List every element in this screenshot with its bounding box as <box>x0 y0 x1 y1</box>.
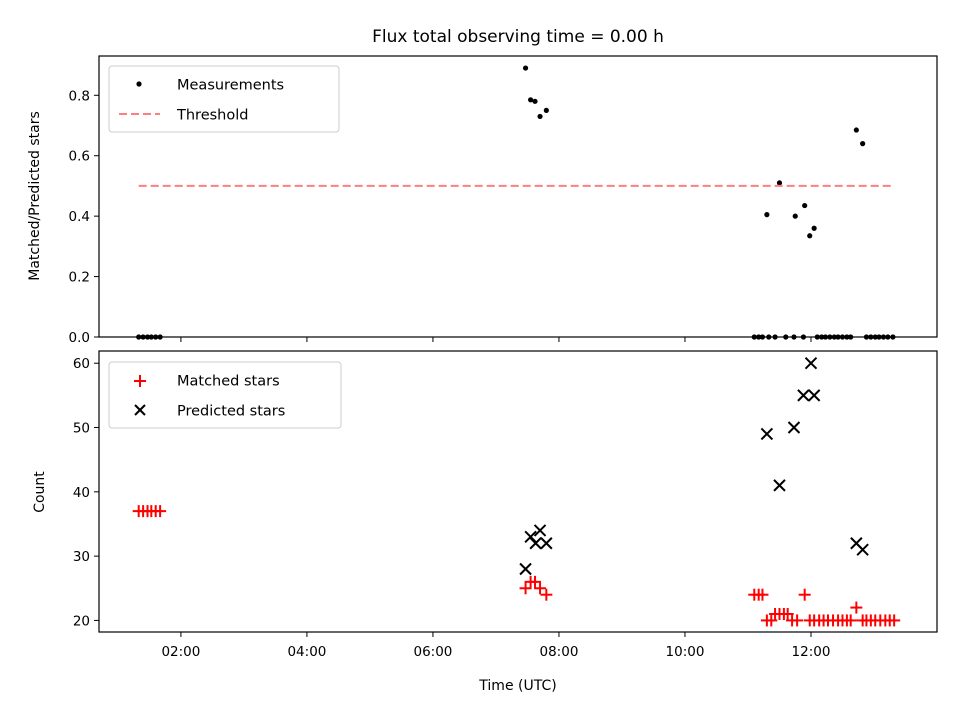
measurement-point <box>543 107 549 113</box>
matched-stars-point <box>529 575 542 588</box>
y-tick-label: 0.2 <box>69 270 90 286</box>
measurement-point <box>860 141 866 147</box>
y-tick-label: 0.4 <box>69 209 90 225</box>
predicted-stars-point <box>529 537 542 550</box>
ratio-panel: 0.00.20.40.60.8 Matched/Predicted stars … <box>27 55 938 346</box>
measurement-point <box>528 97 534 103</box>
legend-measurements-label: Measurements <box>177 78 284 94</box>
y-tick-label: 0.8 <box>69 88 90 104</box>
figure-title: Flux total observing time = 0.00 h <box>372 27 664 47</box>
ratio-panel-xticks <box>180 337 812 342</box>
predicted-stars-point <box>797 389 810 402</box>
matched-stars-point <box>534 582 547 595</box>
x-tick-label: 08:00 <box>540 644 579 660</box>
x-tick-label: 12:00 <box>792 644 831 660</box>
count-panel-marks <box>132 357 901 627</box>
predicted-stars-point <box>807 389 821 402</box>
y-tick-label: 40 <box>73 485 90 501</box>
count-panel-xticks: 02:00 04:00 06:00 08:00 10:00 12:00 <box>161 632 830 660</box>
predicted-stars-point <box>540 537 553 550</box>
count-panel-legend: Matched stars Predicted stars <box>108 361 342 429</box>
x-tick-label: 02:00 <box>161 644 200 660</box>
matched-stars-point <box>781 607 794 620</box>
x-tick-label: 10:00 <box>666 644 705 660</box>
legend-frame <box>108 65 340 133</box>
y-tick-label: 20 <box>73 613 90 629</box>
count-panel-xlabel: Time (UTC) <box>478 678 556 694</box>
predicted-stars-point <box>787 421 801 434</box>
y-tick-label: 0.6 <box>69 149 90 165</box>
legend-threshold-label: Threshold <box>176 108 248 124</box>
predicted-stars-point <box>773 479 786 492</box>
matched-stars-point <box>888 614 901 627</box>
predicted-stars-point <box>856 543 869 556</box>
predicted-stars-point <box>519 562 532 576</box>
predicted-stars-point <box>804 357 818 370</box>
legend-matched-label: Matched stars <box>177 374 280 390</box>
measurement-point <box>537 113 543 120</box>
legend-predicted-label: Predicted stars <box>177 404 285 420</box>
ratio-panel-yticks: 0.0 0.2 0.4 0.6 0.8 <box>69 88 99 346</box>
legend-frame <box>108 361 342 429</box>
measurement-point <box>802 202 808 209</box>
measurement-point <box>853 127 859 133</box>
count-panel: 20 30 40 50 60 02:00 04:00 06:00 08:00 10:00 12:0… <box>32 350 938 694</box>
y-tick-label: 0.0 <box>69 330 90 346</box>
matched-stars-point <box>765 614 778 627</box>
ratio-panel-legend: Measurements Threshold <box>108 65 340 133</box>
matched-stars-point <box>540 588 553 601</box>
measurement-point <box>776 180 783 186</box>
matched-stars-point <box>850 601 863 614</box>
y-tick-label: 60 <box>73 356 90 372</box>
count-panel-yticks: 20 30 40 50 60 <box>73 356 99 629</box>
predicted-stars-point <box>533 524 547 537</box>
ratio-panel-ylabel: Matched/Predicted stars <box>27 111 43 281</box>
matched-stars-point <box>756 588 769 601</box>
y-tick-label: 30 <box>73 549 90 565</box>
count-panel-ylabel: Count <box>32 471 48 513</box>
x-tick-label: 04:00 <box>287 644 326 660</box>
y-tick-label: 50 <box>73 421 90 437</box>
matched-stars-point <box>791 614 804 627</box>
measurement-point <box>792 213 798 219</box>
legend-dot-icon <box>136 81 142 87</box>
matched-stars-point <box>519 582 532 595</box>
measurement-point <box>522 65 529 71</box>
x-tick-label: 06:00 <box>413 644 452 660</box>
measurement-point <box>807 233 813 239</box>
measurement-point <box>811 225 817 231</box>
matched-stars-point <box>844 614 857 627</box>
measurement-point <box>532 98 538 104</box>
legend-x-icon <box>134 404 146 416</box>
legend-plus-icon <box>134 375 146 387</box>
predicted-stars-point <box>760 427 774 441</box>
matched-stars-point <box>798 588 811 601</box>
count-panel-frame <box>98 350 938 633</box>
matched-stars-point <box>154 505 167 518</box>
ratio-panel-frame <box>98 55 938 338</box>
measurement-point <box>764 212 770 218</box>
